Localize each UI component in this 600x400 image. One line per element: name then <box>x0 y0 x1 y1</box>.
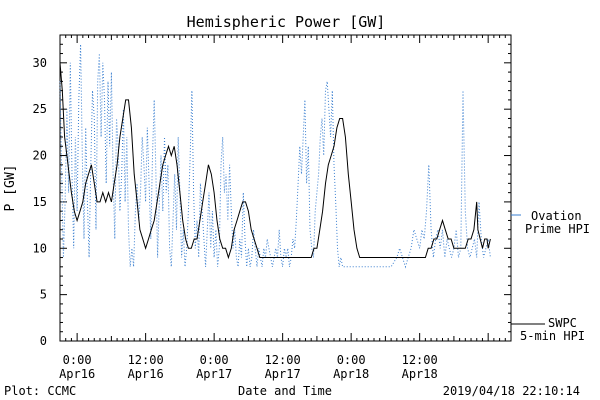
y-axis-label: P [GW] <box>3 165 18 212</box>
legend-swpc-label-line1: SWPC <box>548 316 577 330</box>
series-swpc-5min-hpi-line <box>59 62 491 260</box>
x-axis-label: Date and Time <box>238 384 332 398</box>
series-layer <box>59 44 491 269</box>
y-tick-label: 5 <box>40 288 47 302</box>
x-tick-date-label: Apr17 <box>196 367 232 381</box>
legend: Ovation Prime HPI SWPC 5-min HPI <box>511 209 590 343</box>
x-tick-date-label: Apr17 <box>265 367 301 381</box>
x-tick-time-label: 0:00 <box>200 353 229 367</box>
chart-title: Hemispheric Power [GW] <box>187 13 386 31</box>
x-tick-time-label: 12:00 <box>402 353 438 367</box>
x-tick-date-label: Apr18 <box>402 367 438 381</box>
x-tick-date-label: Apr18 <box>333 367 369 381</box>
x-tick-date-label: Apr16 <box>59 367 95 381</box>
y-tick-label: 20 <box>33 149 47 163</box>
footer-timestamp: 2019/04/18 22:10:14 <box>443 384 580 398</box>
y-tick-label: 15 <box>33 195 47 209</box>
x-tick-time-label: 12:00 <box>128 353 164 367</box>
legend-ovation-label-line1: Ovation <box>531 209 582 223</box>
y-tick-label: 25 <box>33 102 47 116</box>
y-tick-label: 30 <box>33 56 47 70</box>
x-tick-date-label: Apr16 <box>128 367 164 381</box>
x-axis-ticks: 0:00Apr1612:00Apr160:00Apr1712:00Apr170:… <box>59 35 512 381</box>
y-axis-ticks: 0 5 10 15 20 25 30 <box>33 34 511 348</box>
y-tick-label: 10 <box>33 241 47 255</box>
x-tick-time-label: 0:00 <box>337 353 366 367</box>
x-tick-time-label: 12:00 <box>265 353 301 367</box>
y-tick-label: 0 <box>40 334 47 348</box>
legend-ovation-label-line2: Prime HPI <box>525 222 590 236</box>
x-tick-time-label: 0:00 <box>63 353 92 367</box>
footer-plot-credit: Plot: CCMC <box>4 384 76 398</box>
plot-area <box>59 34 512 342</box>
series-ovation-prime-hpi-line <box>59 44 491 269</box>
legend-swpc-label-line2: 5-min HPI <box>520 329 585 343</box>
